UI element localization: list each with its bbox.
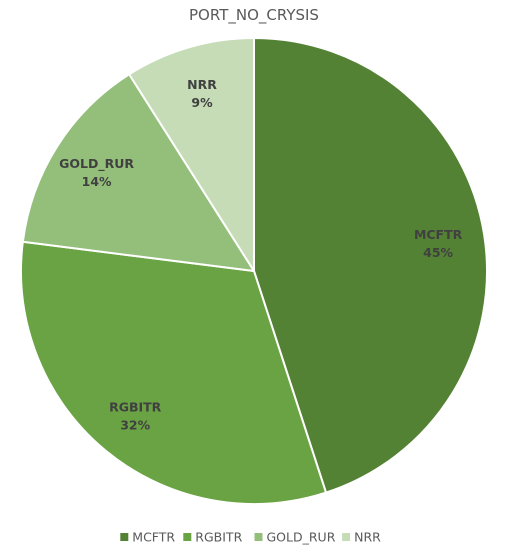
slice-label-category: NRR (187, 77, 217, 92)
chart-legend: MCFTR RGBITR GOLD_RUR NRR (120, 530, 381, 545)
legend-swatch (342, 533, 351, 541)
slice-label-percent: 9% (191, 95, 213, 110)
legend-item-mcftr: MCFTR (120, 530, 175, 545)
legend-label: MCFTR (132, 530, 175, 545)
legend-label: RGBITR (195, 530, 242, 545)
legend-swatch (183, 533, 192, 541)
chart-title: PORT_NO_CRYSIS (189, 6, 319, 25)
slice-label-percent: 45% (423, 245, 453, 260)
pie-slice-gold-rur (21, 73, 255, 272)
legend-swatch (120, 533, 129, 541)
slice-label-percent: 32% (120, 418, 150, 433)
slice-label-percent: 14% (82, 174, 112, 189)
slice-label-category: RGBITR (109, 400, 162, 415)
pie-slice-rgbitr (20, 240, 327, 505)
legend-label: NRR (354, 530, 381, 545)
pie-slices (20, 37, 489, 505)
slice-label-category: MCFTR (414, 227, 463, 242)
legend-item-gold-rur: GOLD_RUR (254, 530, 336, 545)
pie-data-labels: MCFTR 45% RGBITR 32% GOLD_RUR 14% NRR 9% (59, 77, 462, 433)
legend-item-rgbitr: RGBITR (183, 530, 243, 545)
legend-label: GOLD_RUR (267, 530, 336, 545)
pie-slice-nrr (128, 37, 255, 272)
slice-label-category: GOLD_RUR (59, 156, 134, 172)
legend-item-nrr: NRR (342, 530, 381, 545)
pie-slice-mcftr (253, 37, 489, 494)
legend-swatch (254, 533, 263, 541)
